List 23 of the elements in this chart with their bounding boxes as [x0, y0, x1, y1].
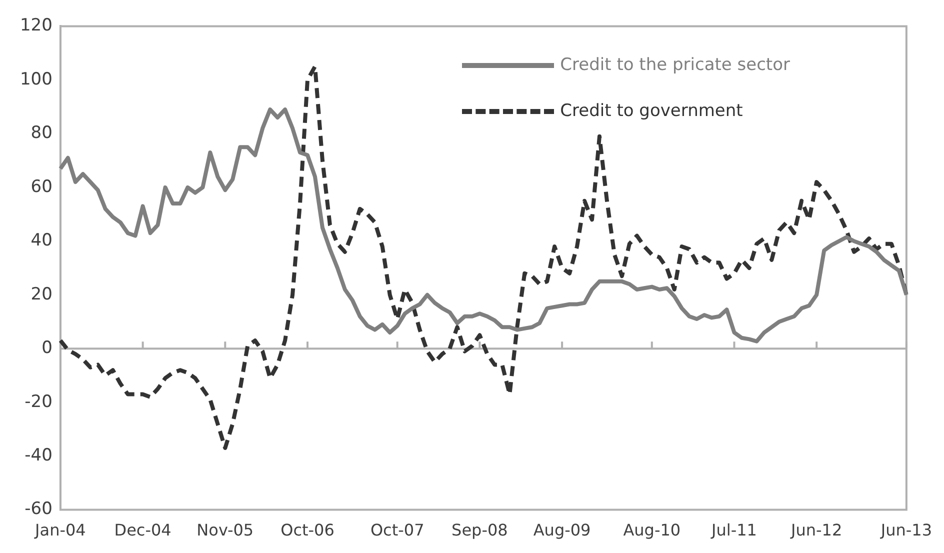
- x-tick-label: Aug-09: [533, 520, 591, 540]
- x-tick-label: Jul-11: [710, 520, 757, 540]
- y-tick-label: 40: [30, 230, 52, 251]
- x-tick-label: Jun-12: [790, 520, 842, 540]
- y-tick-label: 20: [30, 284, 52, 304]
- y-tick-label: 100: [20, 69, 52, 90]
- x-tick-label: Oct-06: [280, 520, 334, 540]
- y-tick-label: -40: [24, 445, 52, 466]
- text: Credit to government: [560, 101, 743, 121]
- x-tick-label: Jun-13: [880, 520, 932, 540]
- x-tick-label: Oct-07: [370, 520, 424, 540]
- y-tick-label: 60: [30, 176, 52, 197]
- text: Credit to the pricate sector: [560, 55, 790, 75]
- y-tick-label: 120: [20, 16, 52, 36]
- x-tick-label: Aug-10: [623, 520, 681, 540]
- x-tick-label: Sep-08: [452, 520, 508, 540]
- y-tick-label: -60: [24, 499, 52, 520]
- y-tick-label: 0: [42, 338, 52, 358]
- x-tick-label: Nov-05: [196, 520, 254, 540]
- y-tick-label: 80: [30, 123, 52, 144]
- x-tick-label: Jan-04: [34, 520, 86, 540]
- x-tick-label: Dec-04: [114, 520, 172, 540]
- y-tick-label: -20: [24, 392, 52, 412]
